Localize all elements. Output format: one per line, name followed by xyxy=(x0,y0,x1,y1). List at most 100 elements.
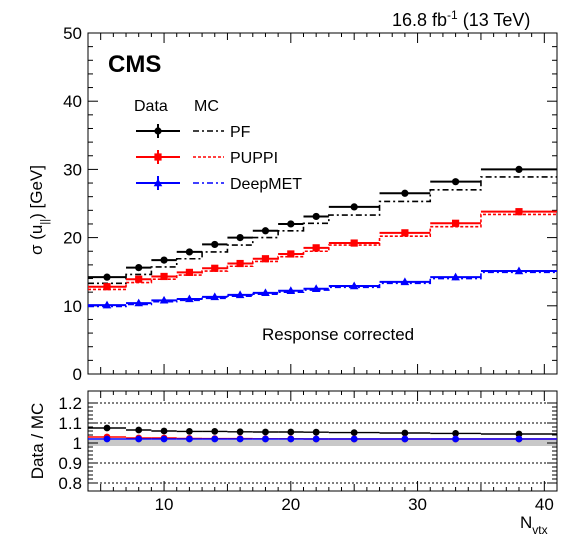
x-tick-label: 10 xyxy=(155,495,174,514)
main-x-ticks xyxy=(100,33,558,374)
main-plot-frame xyxy=(87,32,558,375)
ratio-point-deepmet xyxy=(211,435,219,443)
ratio-point-pf xyxy=(350,429,358,436)
data-point-deepmet xyxy=(286,286,296,294)
ratio-point-pf xyxy=(401,429,409,437)
x-axis-label-sub: vtx xyxy=(532,523,547,537)
ratio-point-pf xyxy=(452,430,459,437)
main-y-axis-label-sub: || xyxy=(39,219,51,225)
main-y-tick-label: 0 xyxy=(73,365,82,384)
ratio-point-pf xyxy=(211,428,219,435)
lumi-label: 16.8 fb-1 (13 TeV) xyxy=(392,8,530,30)
main-series-group xyxy=(88,165,557,309)
data-point-puppi xyxy=(211,264,219,272)
response-annotation: Response corrected xyxy=(262,325,414,344)
ratio-point-pf xyxy=(262,428,269,436)
data-point-puppi xyxy=(103,283,111,291)
data-point-deepmet xyxy=(349,281,359,290)
ratio-point-pf xyxy=(186,428,193,435)
main-y-tick-label: 40 xyxy=(63,92,82,111)
ratio-point-deepmet xyxy=(186,435,193,443)
data-point-puppi xyxy=(350,239,358,247)
ratio-point-deepmet xyxy=(160,435,168,443)
ratio-point-deepmet xyxy=(312,435,320,443)
legend-header-data: Data xyxy=(134,98,168,115)
data-point-pf xyxy=(185,248,194,256)
legend-label-pf: PF xyxy=(230,124,251,141)
ratio-point-deepmet xyxy=(135,435,143,443)
ratio-point-pf xyxy=(160,427,168,435)
x-tick-label: 30 xyxy=(408,495,427,514)
mc-line-pf xyxy=(88,176,557,285)
main-y-axis-label-unit: ) [GeV] xyxy=(27,165,46,219)
data-point-puppi xyxy=(401,229,409,237)
data-point-puppi xyxy=(185,268,194,276)
data-point-pf xyxy=(135,264,143,272)
data-point-deepmet xyxy=(451,272,460,281)
ratio-y-tick-label: 0.9 xyxy=(58,454,82,473)
ratio-point-deepmet xyxy=(236,435,244,443)
ratio-point-pf xyxy=(312,428,320,436)
data-point-deepmet xyxy=(514,266,524,275)
legend-label-puppi: PUPPI xyxy=(230,150,278,167)
ratio-point-deepmet xyxy=(262,435,269,443)
data-point-deepmet xyxy=(159,295,169,304)
experiment-label: CMS xyxy=(108,51,161,78)
data-point-pf xyxy=(401,189,409,197)
mc-line-puppi xyxy=(88,213,557,291)
data-point-deepmet xyxy=(134,298,144,307)
main-y-tick-label: 30 xyxy=(63,160,82,179)
data-point-pf xyxy=(451,178,460,186)
data-point-pf xyxy=(312,212,320,221)
main-y-tick-label: 50 xyxy=(63,24,82,43)
ratio-y-tick-label: 0.8 xyxy=(58,474,82,493)
main-y-axis-label: σ (u||) [GeV] xyxy=(27,165,51,255)
data-point-puppi xyxy=(451,219,460,227)
x-axis-label: Nvtx xyxy=(520,513,548,537)
legend-marker-deepmet xyxy=(153,178,163,187)
data-point-deepmet xyxy=(185,294,194,303)
ratio-point-deepmet xyxy=(515,435,523,443)
data-point-puppi xyxy=(160,272,168,281)
energy-label: (13 TeV) xyxy=(463,10,531,30)
data-point-pf xyxy=(287,220,295,228)
data-point-pf xyxy=(160,256,168,264)
data-point-puppi xyxy=(287,250,295,258)
data-point-pf xyxy=(211,240,219,249)
legend: Data MC PF PUPPI DeepMET xyxy=(134,98,302,193)
ratio-point-deepmet xyxy=(401,435,409,443)
ratio-point-deepmet xyxy=(287,435,295,443)
data-point-pf xyxy=(350,203,358,211)
data-point-puppi xyxy=(236,259,244,268)
data-point-puppi xyxy=(515,208,523,216)
main-y-tick-label: 20 xyxy=(63,229,82,248)
ratio-plot-frame xyxy=(87,390,558,492)
ratio-y-axis: 0.80.911.11.2 xyxy=(58,394,557,493)
legend-header-mc: MC xyxy=(194,98,219,115)
main-y-tick-label: 10 xyxy=(63,297,82,316)
legend-label-deepmet: DeepMET xyxy=(230,176,302,193)
ratio-point-pf xyxy=(515,430,523,438)
data-point-deepmet xyxy=(311,284,321,292)
ratio-point-pf xyxy=(236,428,244,436)
ratio-point-deepmet xyxy=(103,435,111,443)
data-point-deepmet xyxy=(261,288,270,297)
legend-marker-pf xyxy=(154,127,162,135)
ratio-y-axis-label: Data / MC xyxy=(28,403,47,480)
data-point-pf xyxy=(261,227,270,235)
mc-line-deepmet xyxy=(88,271,557,308)
data-point-pf xyxy=(515,165,523,173)
data-point-puppi xyxy=(261,255,270,263)
main-y-axis: 0 10 20 30 40 50 xyxy=(63,24,557,384)
lumi-exponent: -1 xyxy=(447,8,458,22)
ratio-x-axis: 10 20 30 40 xyxy=(100,391,558,514)
x-tick-label: 40 xyxy=(535,495,554,514)
ratio-series-group xyxy=(88,424,557,443)
ratio-y-tick-label: 1 xyxy=(73,434,82,453)
data-point-pf xyxy=(103,273,111,281)
data-point-deepmet xyxy=(210,292,220,301)
ratio-point-pf xyxy=(103,424,111,432)
data-point-puppi xyxy=(135,275,143,283)
legend-marker-puppi xyxy=(154,153,162,161)
